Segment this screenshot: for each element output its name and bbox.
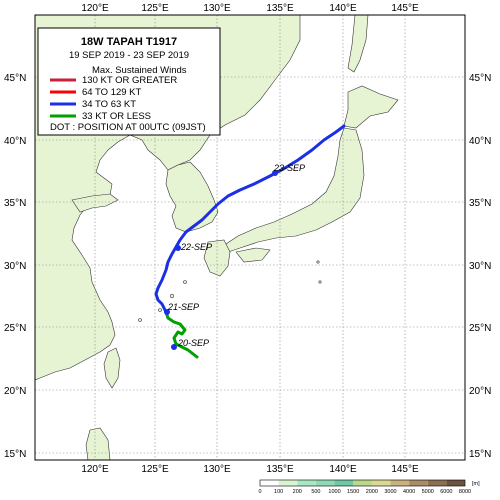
sakhalin bbox=[347, 15, 369, 73]
colorbar-tick-label: 4000 bbox=[403, 489, 415, 495]
lat-label-left: 30°N bbox=[4, 261, 26, 272]
lat-label-right: 20°N bbox=[469, 386, 491, 397]
legend-item-label: 64 TO 129 KT bbox=[82, 87, 142, 98]
colorbar-segment bbox=[427, 480, 447, 486]
legend-item-label: 130 KT OR GREATER bbox=[82, 75, 177, 86]
legend-item-label: 34 TO 63 KT bbox=[82, 99, 136, 110]
colorbar-segment bbox=[278, 480, 298, 486]
date-label: 23-SEP bbox=[273, 163, 305, 173]
izu-island bbox=[318, 280, 322, 284]
honshu bbox=[225, 127, 365, 253]
luzon bbox=[85, 427, 111, 460]
legend-item-label: 33 KT OR LESS bbox=[82, 111, 151, 122]
izu-island bbox=[316, 260, 320, 264]
colorbar-tick-label: 100 bbox=[274, 489, 283, 495]
ryukyu-island bbox=[169, 293, 175, 299]
colorbar-unit: [m] bbox=[472, 481, 480, 487]
colorbar-segment bbox=[260, 480, 279, 486]
taiwan bbox=[103, 347, 121, 389]
map-frame bbox=[34, 14, 466, 461]
lon-label-bottom: 145°E bbox=[391, 464, 419, 475]
legend-title: 18W TAPAH T1917 bbox=[81, 36, 177, 48]
date-label: 20-SEP bbox=[177, 338, 209, 348]
lat-label-left: 20°N bbox=[4, 386, 26, 397]
lon-label-top: 140°E bbox=[329, 3, 357, 14]
ryukyu-island bbox=[158, 308, 162, 312]
colorbar-segment bbox=[315, 480, 335, 486]
colorbar-tick-label: 3000 bbox=[384, 489, 396, 495]
lon-label-bottom: 120°E bbox=[81, 464, 109, 475]
colorbar-tick-label: 2000 bbox=[366, 489, 378, 495]
lon-label-top: 120°E bbox=[81, 3, 109, 14]
lon-label-top: 125°E bbox=[141, 3, 169, 14]
colorbar-segment bbox=[334, 480, 354, 486]
colorbar-segment bbox=[446, 480, 465, 486]
lat-label-left: 35°N bbox=[4, 198, 26, 209]
track-dot bbox=[272, 170, 278, 176]
track-dot bbox=[175, 245, 181, 251]
shikoku bbox=[235, 247, 271, 263]
track-dot bbox=[164, 309, 170, 315]
ryukyu-island bbox=[183, 280, 187, 284]
hokkaido bbox=[343, 85, 399, 129]
lon-label-top: 145°E bbox=[391, 3, 419, 14]
lat-label-left: 25°N bbox=[4, 323, 26, 334]
colorbar-tick-label: 6000 bbox=[440, 489, 452, 495]
lon-label-top: 135°E bbox=[266, 3, 294, 14]
lat-label-right: 35°N bbox=[469, 198, 491, 209]
latitude-labels: 45°N 40°N 35°N 30°N 25°N 20°N 15°N 45°N … bbox=[4, 73, 491, 460]
lat-label-right: 15°N bbox=[469, 449, 491, 460]
lon-label-top: 130°E bbox=[203, 3, 231, 14]
date-label: 21-SEP bbox=[167, 302, 199, 312]
colorbar-tick-label: 200 bbox=[293, 489, 302, 495]
track-dot bbox=[171, 344, 177, 350]
colorbar-tick-label: 1500 bbox=[347, 489, 359, 495]
colorbar-tick-label: 500 bbox=[311, 489, 320, 495]
legend-period: 19 SEP 2019 - 23 SEP 2019 bbox=[69, 50, 189, 61]
lat-label-left: 15°N bbox=[4, 449, 26, 460]
date-label: 22-SEP bbox=[180, 242, 212, 252]
colorbar-segment bbox=[390, 480, 410, 486]
track-segment-weak bbox=[164, 310, 199, 359]
lat-label-right: 40°N bbox=[469, 136, 491, 147]
lat-label-left: 45°N bbox=[4, 73, 26, 84]
ryukyu-island bbox=[138, 318, 142, 322]
lon-label-bottom: 125°E bbox=[141, 464, 169, 475]
legend-heading: Max. Sustained Winds bbox=[92, 65, 187, 76]
lon-label-bottom: 135°E bbox=[266, 464, 294, 475]
elevation-colorbar: [m] 0 100 200 500 1000 1500 2000 3000 4000 5000 60… bbox=[258, 479, 480, 495]
colorbar-segment bbox=[371, 480, 391, 486]
colorbar-tick-label: 8000 bbox=[459, 489, 471, 495]
colorbar-tick-label: 1000 bbox=[328, 489, 340, 495]
lat-label-right: 45°N bbox=[469, 73, 491, 84]
colorbar-segment bbox=[297, 480, 316, 486]
colorbar-segment bbox=[353, 480, 372, 486]
legend-dot-note: DOT : POSITION AT 00UTC (09JST) bbox=[50, 122, 206, 133]
colorbar-tick-label: 0 bbox=[258, 489, 261, 495]
colorbar-tick-label: 5000 bbox=[422, 489, 434, 495]
korean-peninsula bbox=[165, 161, 219, 233]
lon-label-bottom: 140°E bbox=[329, 464, 357, 475]
colorbar-frame bbox=[259, 479, 466, 487]
track-segment-ts bbox=[154, 124, 346, 314]
lon-label-bottom: 130°E bbox=[203, 464, 231, 475]
lat-label-right: 25°N bbox=[469, 323, 491, 334]
longitude-labels: 120°E 125°E 130°E 135°E 140°E 145°E 120°… bbox=[81, 3, 419, 475]
lat-label-left: 40°N bbox=[4, 136, 26, 147]
typhoon-track: 20-SEP 21-SEP 22-SEP 23-SEP bbox=[154, 124, 346, 359]
shandong-peninsula bbox=[71, 193, 119, 213]
colorbar-segment bbox=[409, 480, 428, 486]
lat-label-right: 30°N bbox=[469, 261, 491, 272]
legend: 18W TAPAH T1917 19 SEP 2019 - 23 SEP 201… bbox=[37, 27, 221, 136]
